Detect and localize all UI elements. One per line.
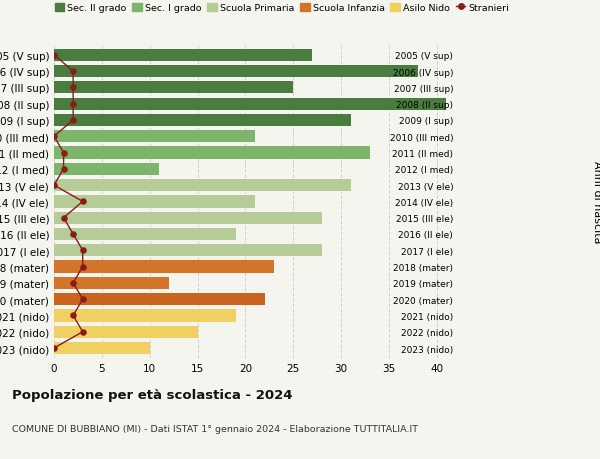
Point xyxy=(49,133,59,140)
Bar xyxy=(54,66,418,78)
Point xyxy=(78,296,88,303)
Bar xyxy=(54,82,293,94)
Point xyxy=(49,52,59,59)
Bar xyxy=(54,50,313,62)
Bar xyxy=(54,131,255,143)
Point xyxy=(78,198,88,206)
Point xyxy=(59,166,68,173)
Point xyxy=(78,247,88,254)
Bar xyxy=(54,293,265,306)
Bar xyxy=(54,326,197,338)
Legend: Sec. II grado, Sec. I grado, Scuola Primaria, Scuola Infanzia, Asilo Nido, Stran: Sec. II grado, Sec. I grado, Scuola Prim… xyxy=(55,4,509,13)
Bar xyxy=(54,229,236,241)
Point xyxy=(59,214,68,222)
Text: COMUNE DI BUBBIANO (MI) - Dati ISTAT 1° gennaio 2024 - Elaborazione TUTTITALIA.I: COMUNE DI BUBBIANO (MI) - Dati ISTAT 1° … xyxy=(12,425,418,434)
Bar xyxy=(54,212,322,224)
Point xyxy=(78,263,88,271)
Point xyxy=(49,345,59,352)
Point xyxy=(68,231,78,238)
Point xyxy=(68,101,78,108)
Bar xyxy=(54,310,236,322)
Point xyxy=(68,312,78,319)
Point xyxy=(49,182,59,190)
Bar xyxy=(54,245,322,257)
Bar xyxy=(54,261,274,273)
Point xyxy=(78,328,88,336)
Bar xyxy=(54,147,370,159)
Bar xyxy=(54,342,150,354)
Bar xyxy=(54,277,169,289)
Point xyxy=(68,117,78,124)
Bar xyxy=(54,98,446,111)
Point xyxy=(68,68,78,76)
Bar xyxy=(54,196,255,208)
Bar xyxy=(54,163,159,175)
Text: Anni di nascita: Anni di nascita xyxy=(592,161,600,243)
Point xyxy=(68,280,78,287)
Point xyxy=(68,84,78,92)
Text: Popolazione per età scolastica - 2024: Popolazione per età scolastica - 2024 xyxy=(12,388,293,401)
Bar xyxy=(54,115,351,127)
Point xyxy=(59,150,68,157)
Bar xyxy=(54,179,351,192)
